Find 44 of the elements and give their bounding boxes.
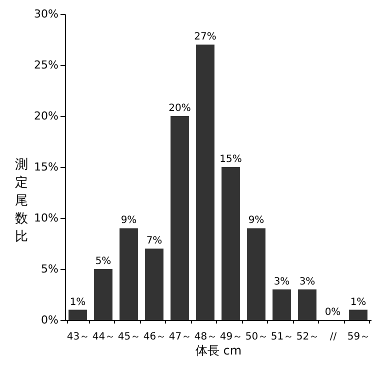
y-axis-title: 測定尾数比 (15, 158, 28, 244)
data-label: 20% (168, 103, 191, 114)
bar (298, 289, 316, 320)
data-label: 9% (120, 215, 137, 226)
bar (170, 116, 189, 320)
data-label: 27% (194, 32, 216, 43)
x-axis-title: 体長 cm (195, 344, 242, 358)
y-tick-label: 5% (41, 262, 58, 276)
x-tick-label: 43～ (66, 332, 90, 342)
x-tick-label: // (330, 332, 338, 342)
x-tick-label: 48～ (194, 332, 218, 342)
bar (222, 167, 240, 320)
y-tick-label: 10% (34, 212, 58, 224)
data-label: 3% (274, 276, 290, 288)
data-label: 1% (70, 296, 86, 308)
x-tick-label: 46～ (143, 332, 166, 342)
bar (196, 44, 214, 320)
bar (349, 310, 368, 320)
bar (145, 248, 164, 320)
data-label: 1% (350, 296, 366, 308)
x-tick-label: 50～ (245, 332, 268, 342)
bar (120, 228, 138, 320)
bar (247, 228, 266, 320)
x-tick-label: 52～ (296, 332, 320, 342)
data-label: 9% (248, 215, 264, 226)
data-label: 3% (299, 276, 316, 288)
bar (272, 289, 291, 320)
y-tick-label: 25% (34, 58, 58, 72)
y-tick-label: 20% (34, 110, 58, 122)
data-label: 15% (220, 154, 242, 165)
y-tick-label: 30% (34, 8, 58, 20)
x-tick-label: 59～ (347, 332, 370, 342)
y-tick-label: 15% (34, 160, 58, 174)
bar (68, 310, 87, 320)
x-tick-label: 47～ (168, 332, 192, 342)
data-label: 5% (95, 256, 112, 267)
x-tick-label: 49～ (220, 332, 243, 342)
data-label: 7% (146, 236, 162, 247)
data-label: 0% (324, 307, 341, 318)
x-tick-label: 44～ (92, 332, 116, 342)
x-tick-label: 51～ (270, 332, 294, 342)
y-tick-label: 0% (41, 314, 58, 326)
x-tick-label: 45～ (118, 332, 141, 342)
bar (94, 269, 112, 320)
